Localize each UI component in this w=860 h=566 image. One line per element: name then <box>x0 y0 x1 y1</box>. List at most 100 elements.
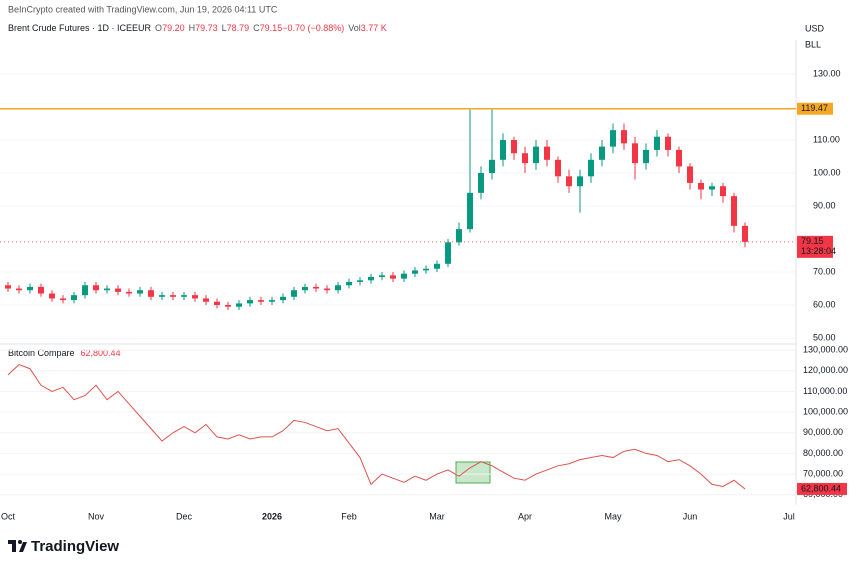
highlight-box <box>455 461 491 484</box>
legend-value: 78.79 <box>227 23 250 33</box>
candle-body <box>346 281 352 286</box>
candle-body <box>324 288 330 291</box>
legend-label: L <box>222 23 227 33</box>
x-tick-label: 2026 <box>262 511 282 521</box>
candle-body <box>60 298 66 301</box>
candle-body <box>500 140 506 160</box>
candle-body <box>632 143 638 164</box>
y-tick-label: 80,000.00 <box>803 448 843 458</box>
candle-body <box>335 285 341 291</box>
candle-body <box>302 286 308 291</box>
x-tick-label: Nov <box>88 511 105 521</box>
credit: BeInCrypto created with TradingView.com,… <box>8 4 278 14</box>
candle-body <box>159 295 165 297</box>
candle-body <box>544 146 550 160</box>
candle-body <box>577 176 583 187</box>
legend-value: 79.20 <box>162 23 185 33</box>
candle-body <box>192 295 198 299</box>
candle-body <box>214 301 220 306</box>
candle-body <box>665 136 671 150</box>
candle-body <box>170 295 176 297</box>
candle-body <box>379 275 385 278</box>
y-tick-label: 100,000.00 <box>803 406 848 416</box>
compare-value: 62,800.44 <box>81 348 121 358</box>
candle-body <box>599 146 605 160</box>
candle-body <box>93 285 99 291</box>
candle-body <box>698 182 704 190</box>
candle-body <box>687 166 693 183</box>
level-label-bg <box>797 102 833 115</box>
logo-slash <box>19 542 27 552</box>
candle-body <box>280 296 286 301</box>
x-tick-label: Dec <box>176 511 193 521</box>
x-tick-label: Jun <box>683 511 698 521</box>
logo-dot <box>18 540 22 544</box>
y-tick-label: 90.00 <box>813 200 836 210</box>
last-price-label: 79.15 <box>801 236 824 246</box>
candle-body <box>49 293 55 299</box>
candle-body <box>445 242 451 264</box>
candle-body <box>610 130 616 147</box>
candle-body <box>258 300 264 302</box>
candle-body <box>423 268 429 271</box>
y-tick-label: 130,000.00 <box>803 345 848 355</box>
candle-body <box>390 275 396 279</box>
candle-body <box>137 290 143 294</box>
x-tick-label: Mar <box>429 511 445 521</box>
y-tick-label: 110,000.00 <box>803 386 847 396</box>
legend-value: 79.15 <box>260 23 283 33</box>
candle-body <box>412 270 418 274</box>
candle-body <box>291 290 297 297</box>
legend-label: C <box>253 23 260 33</box>
candle-body <box>456 229 462 243</box>
x-tick-label: Apr <box>518 511 532 521</box>
y-tick-label: 120,000.00 <box>803 365 848 375</box>
candle-body <box>434 263 440 269</box>
y-tick-label: 90,000.00 <box>803 427 843 437</box>
symbol-title: Brent Crude Futures · 1D · ICEEUR <box>8 23 152 33</box>
candle-body <box>731 196 737 226</box>
candle-body <box>71 295 77 301</box>
logo-mark <box>8 540 16 552</box>
legend-value: 79.73 <box>195 23 218 33</box>
y-tick-label: 70,000.00 <box>803 468 843 478</box>
last-value-bg <box>797 482 847 495</box>
candle-body <box>368 277 374 281</box>
candle-body <box>247 300 253 304</box>
candle-body <box>148 290 154 297</box>
candle-body <box>720 186 726 197</box>
countdown-label: 13:28:04 <box>801 246 836 256</box>
x-tick-label: May <box>604 511 622 521</box>
compare-line <box>7 364 746 490</box>
candle-body <box>401 273 407 279</box>
legend-label: H <box>189 23 196 33</box>
x-tick-label: Oct <box>1 511 16 521</box>
candle-body <box>38 286 44 294</box>
brand: TradingView <box>31 538 119 555</box>
candle-body <box>16 288 22 291</box>
currency: USD <box>805 23 825 33</box>
candle-body <box>621 130 627 144</box>
candle-body <box>566 176 572 187</box>
legend-label: Vol <box>348 23 361 33</box>
candle-body <box>742 225 748 242</box>
candle-body <box>588 159 594 177</box>
candle-body <box>225 305 231 307</box>
candle-body <box>269 300 275 302</box>
candle-body <box>709 186 715 190</box>
legend-label: O <box>155 23 162 33</box>
y-tick-label: 60.00 <box>813 299 836 309</box>
candle-body <box>115 288 121 292</box>
compare-legend: Bitcoin Compare 62,800.44 <box>8 348 121 358</box>
compare-title: Bitcoin Compare <box>8 348 75 358</box>
x-tick-label: Feb <box>341 511 357 521</box>
candle-body <box>511 140 517 154</box>
candle-body <box>236 303 242 307</box>
last-price-bg <box>797 235 833 258</box>
candle-body <box>489 159 495 174</box>
y-tick-label: 70.00 <box>813 266 836 276</box>
x-tick-label: Jul <box>783 511 795 521</box>
unit: BLL <box>805 39 821 49</box>
